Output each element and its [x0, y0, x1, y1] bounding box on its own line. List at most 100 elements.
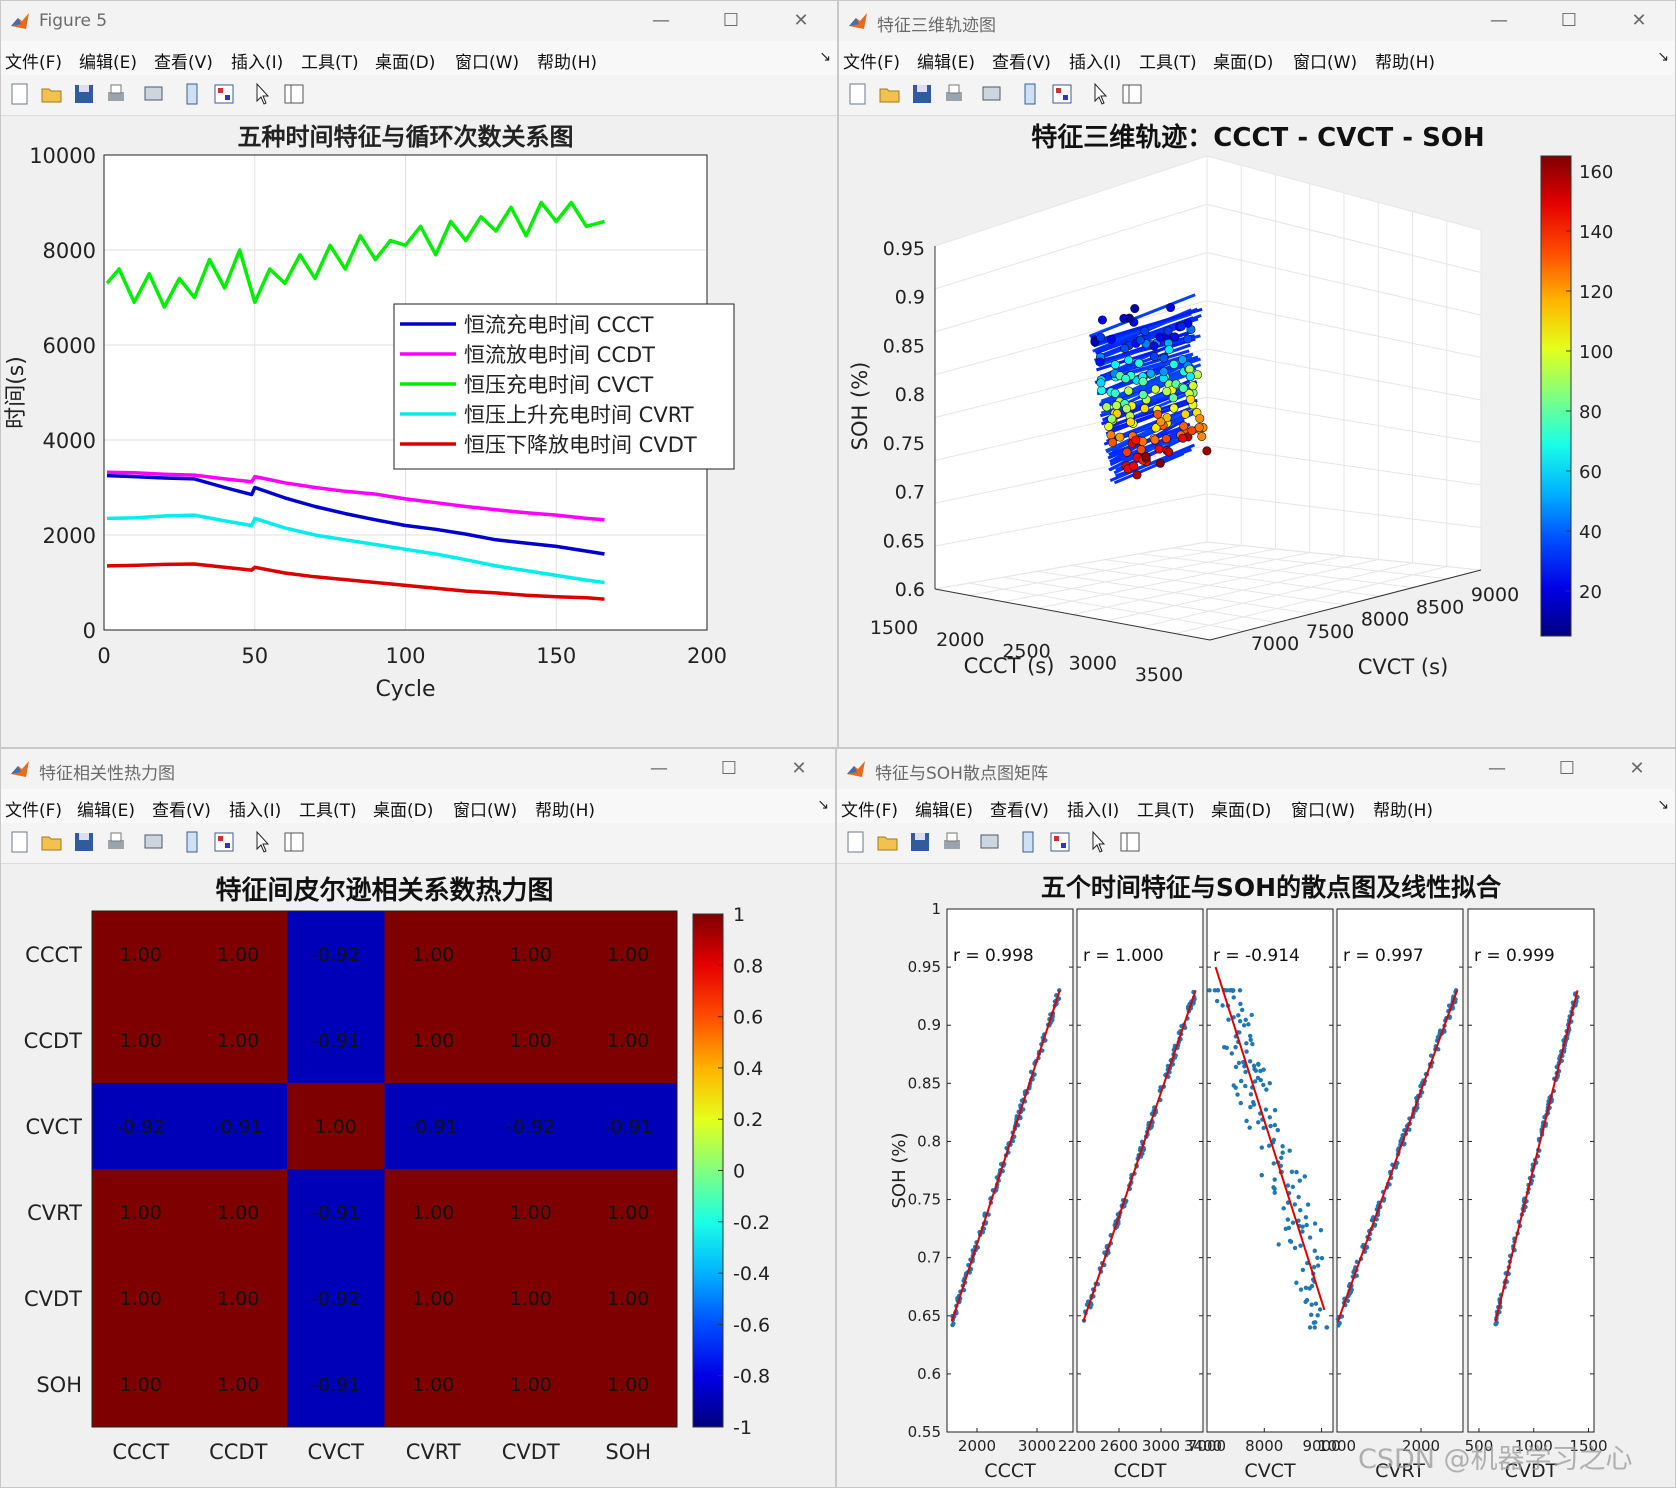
print-icon[interactable]: [103, 829, 129, 855]
menu-file[interactable]: 文件(F): [5, 801, 63, 821]
dock-arrow-icon[interactable]: ↘: [1657, 797, 1669, 813]
open-folder-icon[interactable]: [875, 829, 901, 855]
close-button[interactable]: ✕: [791, 758, 807, 779]
close-button[interactable]: ✕: [793, 10, 809, 31]
property-icon[interactable]: [211, 81, 237, 107]
trajectory-point: [1097, 385, 1107, 395]
open-folder-icon[interactable]: [39, 829, 65, 855]
column-label: CCDT: [209, 1440, 267, 1464]
dock-arrow-icon[interactable]: ↘: [1657, 49, 1669, 65]
panel-icon[interactable]: [1119, 81, 1145, 107]
menu-window[interactable]: 窗口(W): [455, 53, 520, 73]
maximize-button[interactable]: ☐: [720, 758, 738, 779]
link-plot-icon[interactable]: [979, 81, 1005, 107]
menu-window[interactable]: 窗口(W): [1293, 53, 1358, 73]
menu-tools[interactable]: 工具(T): [1137, 801, 1195, 821]
scatter-point: [1275, 1127, 1280, 1133]
minimize-button[interactable]: —: [650, 758, 668, 779]
open-folder-icon[interactable]: [39, 81, 65, 107]
trajectory-point: [1202, 446, 1212, 456]
figure-window-4: 特征与SOH散点图矩阵 — ☐ ✕ 文件(F) 编辑(E) 查看(V) 插入(I…: [836, 748, 1676, 1488]
maximize-button[interactable]: ☐: [722, 10, 740, 31]
pointer-icon[interactable]: [1087, 81, 1113, 107]
menu-desktop[interactable]: 桌面(D): [373, 801, 434, 821]
menu-help[interactable]: 帮助(H): [537, 53, 598, 73]
print-icon[interactable]: [939, 829, 965, 855]
panel-icon[interactable]: [281, 81, 307, 107]
menu-desktop[interactable]: 桌面(D): [375, 53, 436, 73]
scatter-point: [1319, 1255, 1325, 1261]
column-label: CVCT: [307, 1440, 364, 1464]
cell-value-label: -0.91: [604, 1116, 653, 1138]
close-button[interactable]: ✕: [1629, 758, 1645, 779]
menu-file[interactable]: 文件(F): [843, 53, 901, 73]
menu-insert[interactable]: 插入(I): [229, 801, 282, 821]
menu-file[interactable]: 文件(F): [841, 801, 899, 821]
save-icon[interactable]: [71, 81, 97, 107]
pointer-icon[interactable]: [249, 829, 275, 855]
menu-edit[interactable]: 编辑(E): [79, 53, 138, 73]
menu-view[interactable]: 查看(V): [152, 801, 211, 821]
save-icon[interactable]: [71, 829, 97, 855]
open-folder-icon[interactable]: [877, 81, 903, 107]
menu-help[interactable]: 帮助(H): [1375, 53, 1436, 73]
panel-icon[interactable]: [281, 829, 307, 855]
link-plot-icon[interactable]: [977, 829, 1003, 855]
dock-figure-icon[interactable]: [179, 829, 205, 855]
pointer-icon[interactable]: [1085, 829, 1111, 855]
print-icon[interactable]: [941, 81, 967, 107]
menu-view[interactable]: 查看(V): [990, 801, 1049, 821]
menu-edit[interactable]: 编辑(E): [77, 801, 136, 821]
menu-window[interactable]: 窗口(W): [453, 801, 518, 821]
menu-desktop[interactable]: 桌面(D): [1213, 53, 1274, 73]
link-plot-icon[interactable]: [141, 81, 167, 107]
figure-window-1: Figure 5 — ☐ ✕ 文件(F) 编辑(E) 查看(V) 插入(I) 工…: [0, 0, 838, 748]
property-icon[interactable]: [1047, 829, 1073, 855]
menu-window[interactable]: 窗口(W): [1291, 801, 1356, 821]
maximize-button[interactable]: ☐: [1558, 758, 1576, 779]
menu-insert[interactable]: 插入(I): [231, 53, 284, 73]
dock-arrow-icon[interactable]: ↘: [819, 49, 831, 65]
menu-edit[interactable]: 编辑(E): [917, 53, 976, 73]
close-button[interactable]: ✕: [1631, 10, 1647, 31]
menu-file[interactable]: 文件(F): [5, 53, 63, 73]
dock-figure-icon[interactable]: [179, 81, 205, 107]
menu-tools[interactable]: 工具(T): [1139, 53, 1197, 73]
menu-insert[interactable]: 插入(I): [1069, 53, 1122, 73]
pointer-icon[interactable]: [249, 81, 275, 107]
maximize-button[interactable]: ☐: [1560, 10, 1578, 31]
menu-desktop[interactable]: 桌面(D): [1211, 801, 1272, 821]
link-plot-icon[interactable]: [141, 829, 167, 855]
property-icon[interactable]: [211, 829, 237, 855]
minimize-button[interactable]: —: [652, 10, 670, 31]
new-file-icon[interactable]: [7, 81, 33, 107]
trajectory-point: [1124, 355, 1134, 365]
dock-arrow-icon[interactable]: ↘: [817, 797, 829, 813]
x-axis-label: CCCT: [984, 1460, 1036, 1482]
x-tick-label: 3000: [1069, 652, 1117, 674]
scatter-point: [1304, 1222, 1309, 1228]
print-icon[interactable]: [103, 81, 129, 107]
save-icon[interactable]: [909, 81, 935, 107]
menu-help[interactable]: 帮助(H): [1373, 801, 1434, 821]
menu-tools[interactable]: 工具(T): [299, 801, 357, 821]
new-file-icon[interactable]: [7, 829, 33, 855]
scatter-point: [1309, 1302, 1314, 1307]
save-icon[interactable]: [907, 829, 933, 855]
minimize-button[interactable]: —: [1488, 758, 1506, 779]
menu-view[interactable]: 查看(V): [992, 53, 1051, 73]
menu-edit[interactable]: 编辑(E): [915, 801, 974, 821]
new-file-icon[interactable]: [843, 829, 869, 855]
menu-view[interactable]: 查看(V): [154, 53, 213, 73]
dock-figure-icon[interactable]: [1017, 81, 1043, 107]
row-label: CCCT: [25, 943, 82, 967]
x-tick-label: 9000: [1302, 1437, 1340, 1455]
minimize-button[interactable]: —: [1490, 10, 1508, 31]
menu-insert[interactable]: 插入(I): [1067, 801, 1120, 821]
property-icon[interactable]: [1049, 81, 1075, 107]
menu-help[interactable]: 帮助(H): [535, 801, 596, 821]
dock-figure-icon[interactable]: [1015, 829, 1041, 855]
new-file-icon[interactable]: [845, 81, 871, 107]
panel-icon[interactable]: [1117, 829, 1143, 855]
menu-tools[interactable]: 工具(T): [301, 53, 359, 73]
